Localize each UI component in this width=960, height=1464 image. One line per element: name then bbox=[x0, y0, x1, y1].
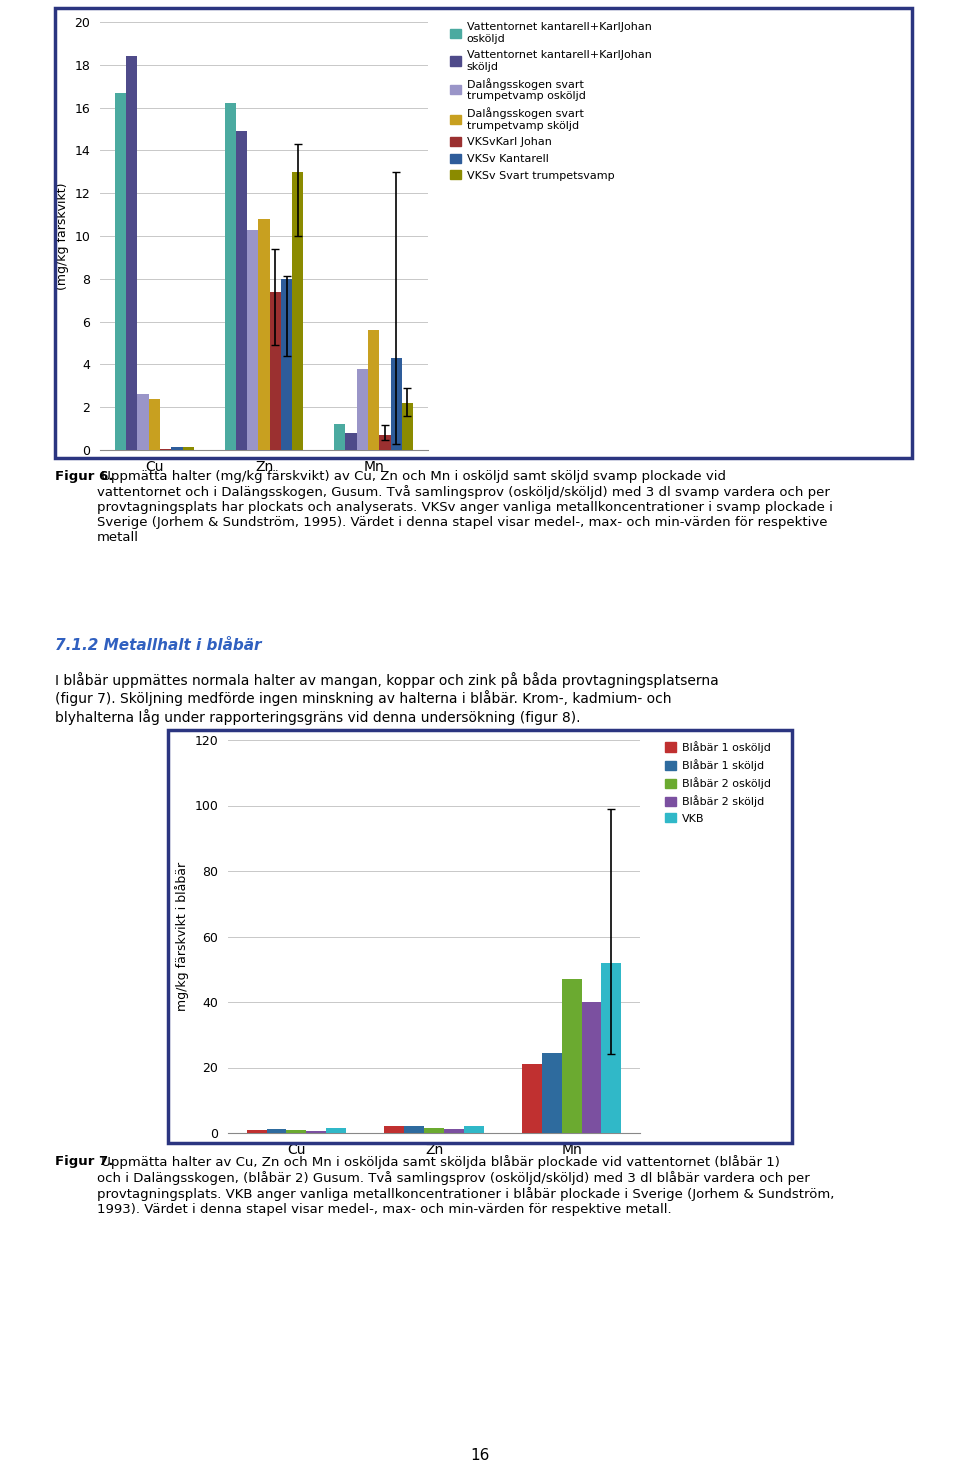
Bar bbox=[286, 1130, 306, 1133]
Legend: Vattentornet kantarell+KarlJohan
osköljd, Vattentornet kantarell+KarlJohan
skölj: Vattentornet kantarell+KarlJohan osköljd… bbox=[446, 19, 655, 184]
Bar bbox=[444, 1129, 464, 1133]
Bar bbox=[391, 359, 402, 449]
Bar bbox=[522, 1064, 542, 1133]
Text: 16: 16 bbox=[470, 1448, 490, 1463]
Text: 7.1.2 Metallhalt i blåbär: 7.1.2 Metallhalt i blåbär bbox=[55, 638, 261, 653]
Bar bbox=[404, 1126, 424, 1133]
Bar bbox=[424, 1129, 444, 1133]
Bar bbox=[357, 369, 368, 449]
Bar bbox=[346, 433, 357, 449]
Text: Figur 7.: Figur 7. bbox=[55, 1155, 113, 1168]
Bar bbox=[334, 425, 346, 449]
Bar bbox=[464, 1126, 484, 1133]
Bar bbox=[137, 394, 149, 449]
Bar bbox=[402, 403, 413, 449]
Bar bbox=[149, 398, 160, 449]
Bar bbox=[270, 291, 281, 449]
Bar bbox=[384, 1126, 404, 1133]
Bar bbox=[258, 220, 270, 449]
Y-axis label: (mg/kg färskvikt): (mg/kg färskvikt) bbox=[56, 182, 69, 290]
Bar bbox=[281, 278, 292, 449]
Bar bbox=[292, 171, 303, 449]
Bar bbox=[267, 1129, 286, 1133]
Bar bbox=[247, 230, 258, 449]
Bar bbox=[582, 1001, 602, 1133]
Bar bbox=[126, 56, 137, 449]
Bar bbox=[182, 447, 194, 449]
Bar bbox=[171, 448, 182, 449]
Bar bbox=[368, 331, 379, 449]
Bar bbox=[326, 1129, 346, 1133]
Text: Uppmätta halter av Cu, Zn och Mn i osköljda samt sköljda blåbär plockade vid vat: Uppmätta halter av Cu, Zn och Mn i osköl… bbox=[97, 1155, 834, 1217]
Text: Figur 6.: Figur 6. bbox=[55, 470, 113, 483]
Text: Uppmätta halter (mg/kg färskvikt) av Cu, Zn och Mn i osköljd samt sköljd svamp p: Uppmätta halter (mg/kg färskvikt) av Cu,… bbox=[97, 470, 833, 545]
Y-axis label: mg/kg färskvikt i blåbär: mg/kg färskvikt i blåbär bbox=[175, 862, 189, 1012]
Bar bbox=[602, 963, 621, 1133]
Bar bbox=[542, 1053, 562, 1133]
Legend: Blåbär 1 osköljd, Blåbär 1 sköljd, Blåbär 2 osköljd, Blåbär 2 sköljd, VKB: Blåbär 1 osköljd, Blåbär 1 sköljd, Blåbä… bbox=[662, 738, 775, 827]
Bar bbox=[562, 979, 582, 1133]
Text: I blåbär uppmättes normala halter av mangan, koppar och zink på båda provtagning: I blåbär uppmättes normala halter av man… bbox=[55, 672, 719, 725]
Bar bbox=[236, 132, 247, 449]
Bar bbox=[379, 435, 391, 449]
Bar bbox=[306, 1130, 326, 1133]
Bar bbox=[115, 92, 126, 449]
Bar bbox=[225, 104, 236, 449]
Bar bbox=[247, 1130, 267, 1133]
